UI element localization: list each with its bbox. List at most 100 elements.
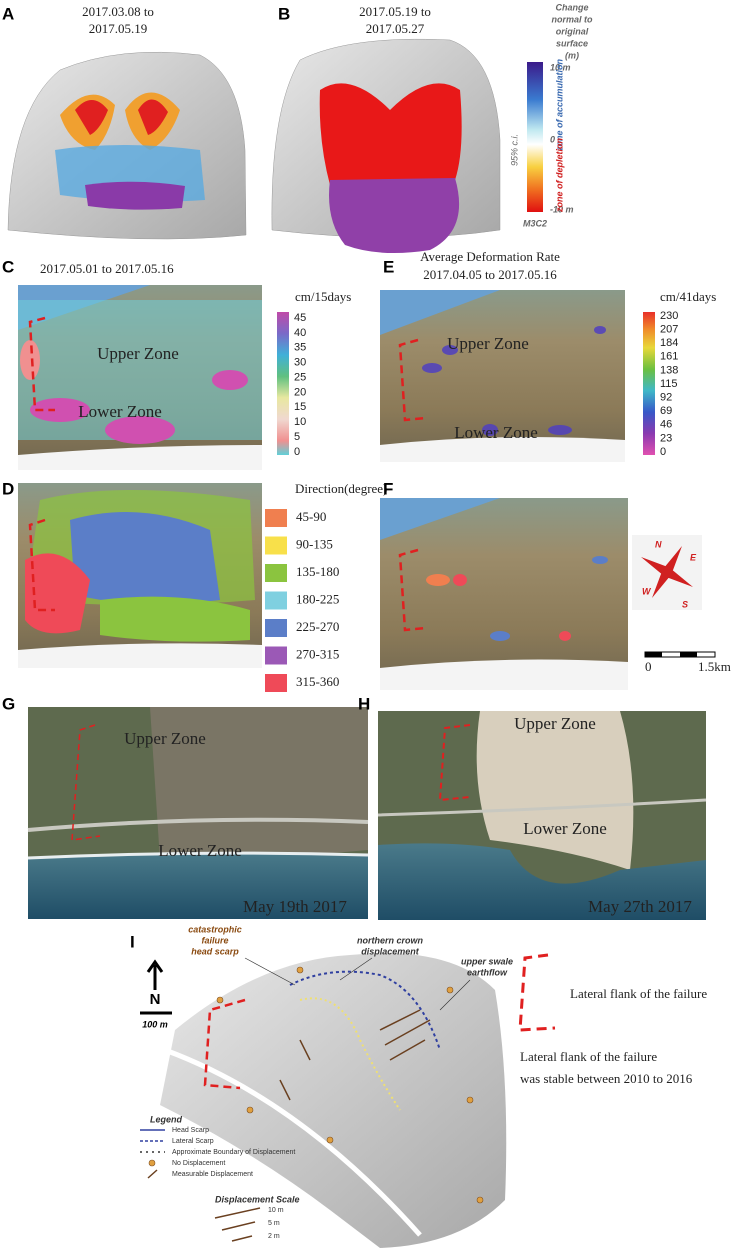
zone-label: Upper Zone xyxy=(514,714,596,733)
colorbar-ci: 95% c.i. xyxy=(509,134,519,166)
path xyxy=(329,178,460,254)
g: Change normal to original surface (m) 10… xyxy=(509,2,593,228)
legend-label: 180-225 xyxy=(296,591,339,606)
colorbar-tick: -10 m xyxy=(550,204,574,214)
path xyxy=(518,953,556,1032)
colorbar-tick: 15 xyxy=(294,401,306,413)
panel-label: E xyxy=(383,257,394,276)
colorbar xyxy=(643,312,655,455)
zone-label: Lower Zone xyxy=(454,423,538,442)
colorbar-tick: 69 xyxy=(660,405,672,417)
path xyxy=(377,798,707,817)
colorbar-tick: 23 xyxy=(660,432,672,444)
colorbar-tick: 45 xyxy=(294,312,306,324)
line xyxy=(339,957,373,981)
colorbar-tick: 0 xyxy=(550,134,555,144)
legend-swatch xyxy=(265,646,287,665)
ellipse xyxy=(453,574,467,586)
colorbar-tick: 184 xyxy=(660,337,678,349)
path xyxy=(25,553,90,634)
circle xyxy=(466,1096,474,1104)
legend-label: 225-270 xyxy=(296,619,339,634)
line xyxy=(389,1039,426,1061)
colorbar-note: zone of depletion xyxy=(554,138,564,213)
line xyxy=(221,1221,256,1231)
path xyxy=(71,724,101,841)
path xyxy=(476,711,634,870)
legend-title: Direction(degree) xyxy=(295,481,387,496)
g xyxy=(641,546,693,598)
path xyxy=(18,445,262,470)
colorbar-tick: 5 xyxy=(294,431,300,443)
legend-label: 90-135 xyxy=(296,536,333,551)
line xyxy=(279,1079,291,1101)
path xyxy=(398,548,426,632)
annotation: northern crown xyxy=(357,935,424,945)
colorbar-tick: 20 xyxy=(294,386,306,398)
path xyxy=(319,83,462,185)
legend-item: Approximate Boundary of Displacement xyxy=(172,1149,295,1156)
ellipse xyxy=(426,574,450,586)
ellipse xyxy=(592,556,608,564)
colorbar-title: original xyxy=(556,26,589,36)
colorbar-tick: 115 xyxy=(660,378,678,390)
zone-label: Lower Zone xyxy=(78,402,162,421)
ellipse xyxy=(30,398,90,422)
legend-item: Measurable Displacement xyxy=(172,1171,253,1178)
colorbar-tick: 35 xyxy=(294,342,306,354)
compass-label: W xyxy=(642,586,652,596)
colorbar-unit: cm/15days xyxy=(295,289,351,304)
date-label: May 19th 2017 xyxy=(243,897,347,916)
panel-label: G xyxy=(2,694,15,713)
panel-title: Average Deformation Rate xyxy=(420,249,560,264)
line xyxy=(244,957,296,986)
g xyxy=(422,326,606,436)
legend-swatch xyxy=(265,591,287,610)
path xyxy=(398,338,426,422)
circle xyxy=(476,1196,484,1204)
scale-item: 10 m xyxy=(268,1207,284,1214)
annotation: failure xyxy=(201,935,228,945)
colorbar-unit: cm/41days xyxy=(660,289,716,304)
ellipse xyxy=(548,425,572,435)
g xyxy=(426,556,608,641)
circle xyxy=(246,1106,254,1114)
annotation: earthflow xyxy=(467,967,508,977)
g: northern crown displacement upper swale … xyxy=(357,935,513,977)
colorbar xyxy=(527,62,543,212)
path xyxy=(28,853,368,919)
annotation: upper swale xyxy=(461,956,513,966)
path xyxy=(164,1047,422,1237)
path xyxy=(160,953,507,1248)
scale-label: 1.5km xyxy=(698,659,731,674)
ellipse xyxy=(482,424,498,436)
path xyxy=(438,724,471,802)
colorbar-tick: 25 xyxy=(294,371,306,383)
compass-label: N xyxy=(655,539,662,549)
ellipse xyxy=(594,326,606,334)
circle xyxy=(216,996,224,1004)
legend-label: 45-90 xyxy=(296,509,326,524)
note: was stable between 2010 to 2016 xyxy=(520,1071,693,1086)
colorbar-tick: 230 xyxy=(660,310,678,322)
panel-label: A xyxy=(2,4,14,23)
colorbar-tick: 92 xyxy=(660,392,672,404)
colorbar-title: surface xyxy=(556,38,588,48)
colorbar-note: zone of accumulation xyxy=(554,58,564,152)
line xyxy=(439,979,471,1011)
panel-label: C xyxy=(2,257,14,276)
rect xyxy=(680,652,697,657)
scale-item: 5 m xyxy=(268,1220,280,1227)
line xyxy=(384,1019,431,1046)
legend-item: No Displacement xyxy=(172,1160,225,1167)
circle xyxy=(296,966,304,974)
g: catastrophic failure head scarp xyxy=(188,924,242,956)
path xyxy=(146,959,164,990)
path xyxy=(85,181,185,210)
path xyxy=(641,546,693,598)
zone-label: Lower Zone xyxy=(158,841,242,860)
zone-label: Upper Zone xyxy=(124,729,206,748)
colorbar-tick: 0 xyxy=(660,446,666,458)
line xyxy=(299,1039,311,1061)
colorbar-title: normal to xyxy=(551,14,593,24)
